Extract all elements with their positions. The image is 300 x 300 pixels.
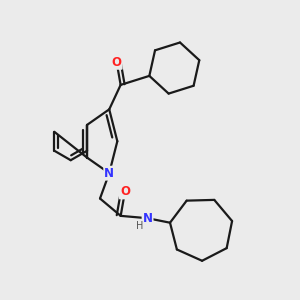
Text: N: N [142, 212, 153, 225]
Text: N: N [104, 167, 114, 180]
Text: O: O [112, 56, 122, 69]
Text: H: H [136, 221, 144, 231]
Text: O: O [120, 185, 130, 198]
